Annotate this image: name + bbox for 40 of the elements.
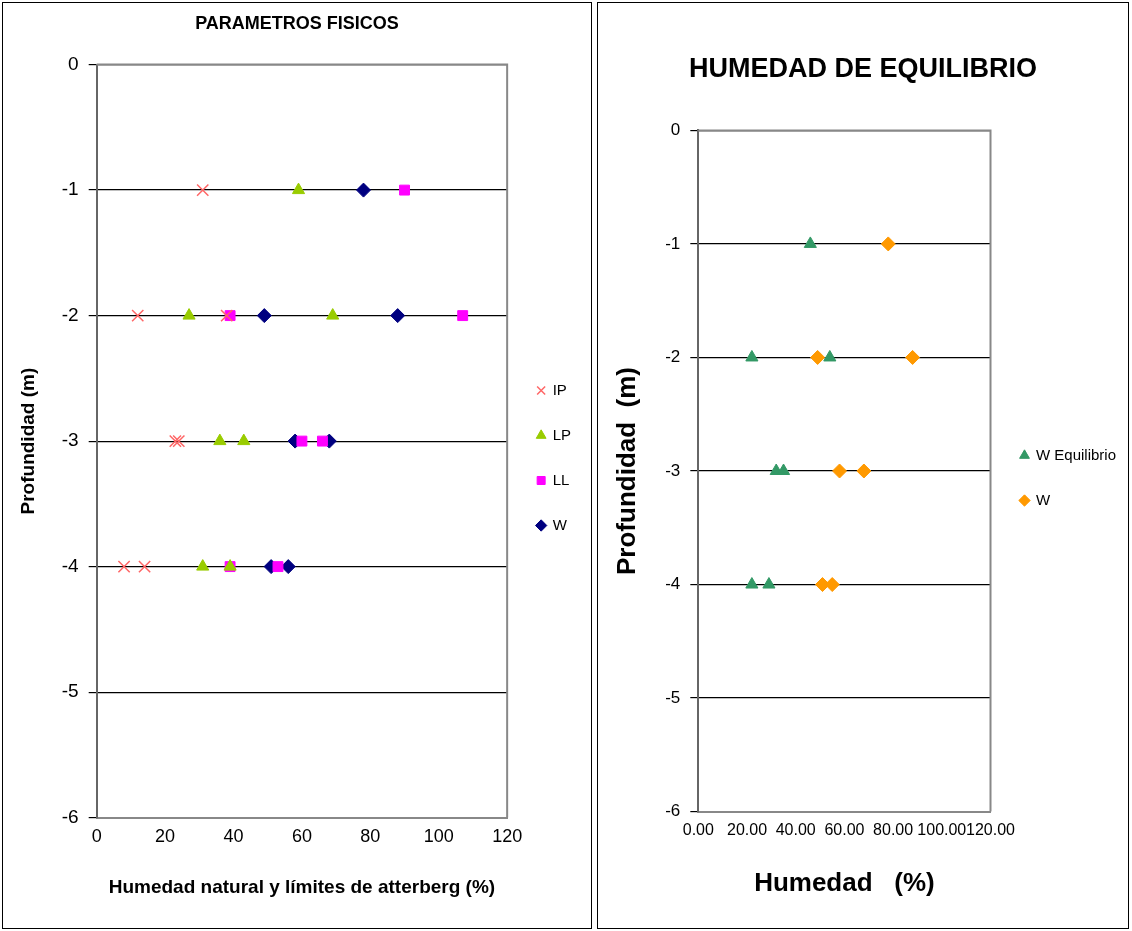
y-tick-label: -2 <box>665 347 681 367</box>
legend-label: LP <box>552 425 572 443</box>
y-tick-label: -4 <box>665 574 681 594</box>
y-tick-label: -2 <box>61 303 79 325</box>
x-tick-label: 40 <box>223 826 244 847</box>
x-tick-label: 0 <box>91 826 102 847</box>
chart-title: PARAMETROS FISICOS <box>195 12 399 33</box>
x-tick-label: 100 <box>423 826 454 847</box>
chart-title: HUMEDAD DE EQUILIBRIO <box>688 52 1038 83</box>
y-tick-label: -1 <box>665 233 681 253</box>
x-axis-title: Humedad (%) <box>754 866 935 897</box>
y-axis-title: Profundidad (m) <box>610 367 641 575</box>
y-tick-label: -5 <box>61 680 79 702</box>
y-tick-label: 0 <box>670 120 681 140</box>
y-axis-title: Profundidad (m) <box>16 367 38 515</box>
x-tick-label: 0.00 <box>682 820 714 838</box>
y-tick-label: -6 <box>665 801 681 821</box>
x-tick-label: 60.00 <box>824 820 865 838</box>
x-tick-label: 20.00 <box>726 820 768 838</box>
y-tick-label: -1 <box>61 178 79 200</box>
legend-label: LL <box>552 470 570 488</box>
legend-label: W <box>1036 490 1051 508</box>
x-axis-title: Humedad natural y límites de atterberg (%) <box>108 875 496 897</box>
y-tick-label: 0 <box>68 52 79 74</box>
x-tick-label: 120.00 <box>966 820 1016 838</box>
x-tick-label: 100.00 <box>917 820 967 838</box>
x-tick-label: 120 <box>492 826 523 847</box>
x-tick-label: 80 <box>360 826 381 847</box>
y-tick-label: -3 <box>61 429 79 451</box>
y-tick-label: -6 <box>61 805 79 827</box>
x-tick-label: 40.00 <box>775 820 816 838</box>
y-tick-label: -4 <box>61 554 80 576</box>
y-tick-label: -5 <box>665 687 681 707</box>
y-tick-label: -3 <box>665 460 681 480</box>
x-tick-label: 60 <box>291 826 312 847</box>
legend-label: IP <box>552 380 567 398</box>
x-tick-label: 20 <box>155 826 176 847</box>
legend-label: W Equilibrio <box>1036 445 1117 463</box>
x-tick-label: 80.00 <box>873 820 914 838</box>
legend-label: W <box>552 515 568 533</box>
